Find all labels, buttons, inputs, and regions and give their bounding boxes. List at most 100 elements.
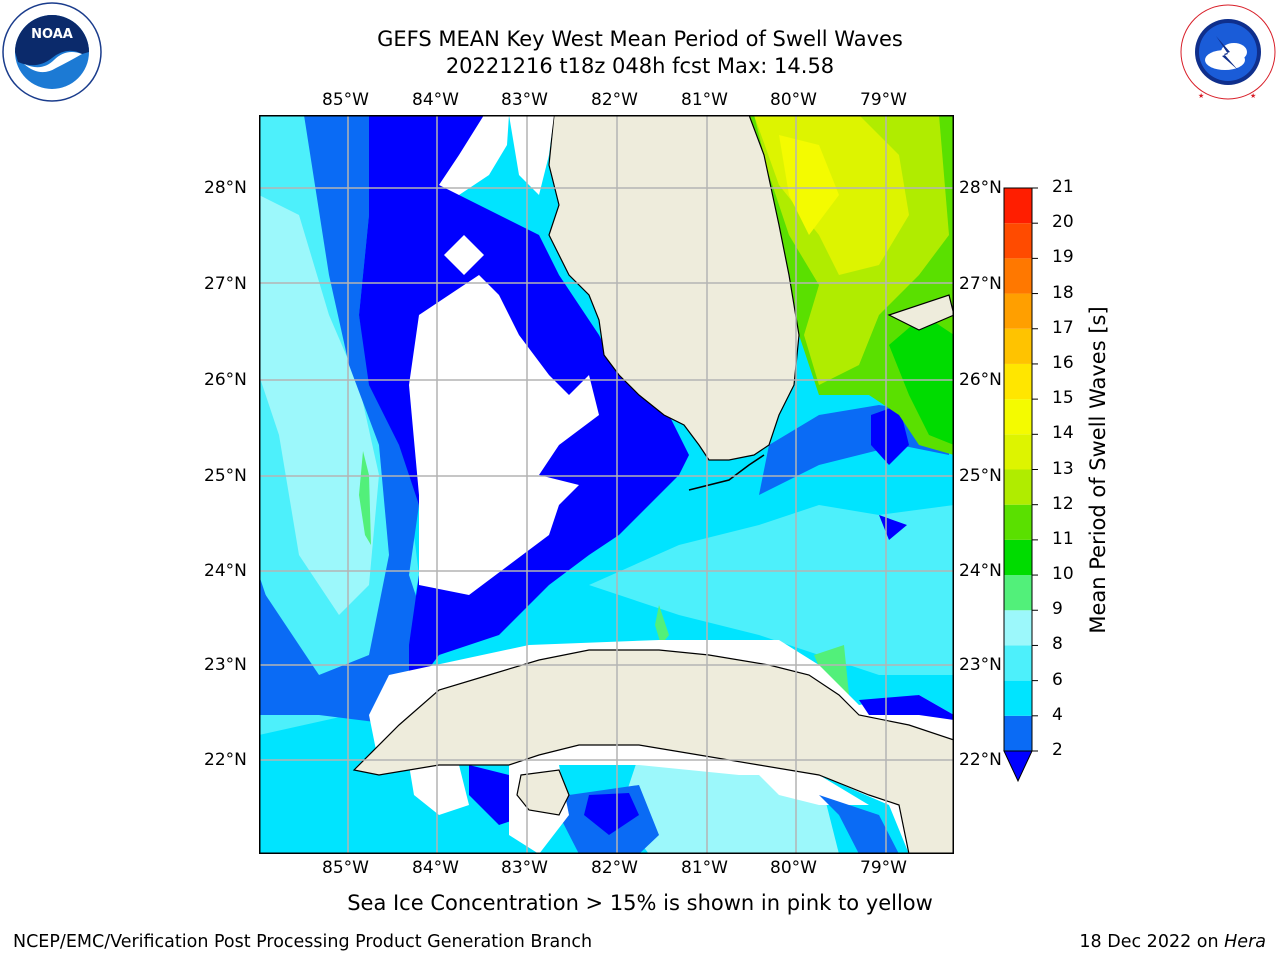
colorbar-tick-label: 9 — [1052, 599, 1063, 620]
colorbar-label: Mean Period of Swell Waves [s] — [1086, 306, 1110, 634]
lat-label-left: 23°N — [204, 655, 247, 675]
no-data-north — [439, 115, 509, 195]
lon-label-bottom: 79°W — [860, 858, 907, 878]
cuba-land — [352, 649, 954, 854]
no-data-center — [409, 275, 599, 595]
colorbar-bin — [1004, 645, 1032, 681]
noaa-logo-text: NOAA — [31, 27, 73, 42]
colorbar-bin — [1004, 328, 1032, 364]
lat-label-left: 24°N — [204, 561, 247, 581]
lon-label-top: 84°W — [412, 90, 459, 110]
lat-label-right: 23°N — [959, 655, 1002, 675]
colorbar-bin — [1004, 434, 1032, 470]
colorbar-tick-label: 12 — [1052, 493, 1074, 514]
south-deep — [584, 793, 639, 835]
lon-label-bottom: 81°W — [681, 858, 728, 878]
lon-label-top: 79°W — [860, 90, 907, 110]
lat-label-right: 27°N — [959, 274, 1002, 294]
colorbar-bin — [1004, 610, 1032, 646]
footer-date: 18 Dec 2022 on Hera — [1079, 932, 1266, 952]
noaa-logo: NOAA — [2, 2, 102, 102]
lon-label-bottom: 83°W — [501, 858, 548, 878]
lon-label-bottom: 85°W — [322, 858, 369, 878]
svg-text:★: ★ — [1198, 92, 1204, 100]
isla-juventud — [516, 769, 570, 816]
colorbar-tick-label: 18 — [1052, 282, 1074, 303]
lat-label-left: 25°N — [204, 466, 247, 486]
footer-branch: NCEP/EMC/Verification Post Processing Pr… — [13, 932, 593, 952]
colorbar-tick-label: 14 — [1052, 423, 1074, 444]
colorbar-tick-label: 15 — [1052, 388, 1074, 409]
lat-label-left: 26°N — [204, 370, 247, 390]
lat-label-left: 22°N — [204, 750, 247, 770]
cuba-blue-fringe — [859, 695, 954, 720]
colorbar-bin — [1004, 715, 1032, 751]
lon-label-bottom: 82°W — [591, 858, 638, 878]
atlantic-yellow-core — [779, 135, 839, 235]
lat-label-left: 28°N — [204, 178, 247, 198]
colorbar-tick-label: 2 — [1052, 740, 1063, 760]
colorbar-tick-label: 16 — [1052, 352, 1074, 373]
colorbar-bin — [1004, 258, 1032, 294]
lat-label-right: 26°N — [959, 370, 1002, 390]
colorbar-bin — [1004, 188, 1032, 224]
colorbar-bin — [1004, 399, 1032, 435]
colorbar-bin — [1004, 539, 1032, 576]
colorbar-bin — [1004, 469, 1032, 505]
lat-label-right: 22°N — [959, 750, 1002, 770]
map-frame — [259, 115, 954, 854]
colorbar — [1003, 187, 1038, 783]
lat-label-right: 24°N — [959, 561, 1002, 581]
green-spot-straits — [655, 605, 669, 645]
deep-patch-east — [871, 405, 909, 465]
colorbar-bin — [1004, 293, 1032, 329]
south-white3 — [759, 775, 869, 805]
lon-label-top: 85°W — [322, 90, 369, 110]
colorbar-bin — [1004, 223, 1032, 259]
colorbar-tick-label: 10 — [1052, 564, 1074, 585]
lon-label-top: 80°W — [770, 90, 817, 110]
colorbar-ticks: 21 20 19 18 17 16 15 14 13 12 11 10 9 8 6 4 2 — [1052, 0, 1092, 960]
florida-land — [548, 115, 800, 461]
green-spot-cuba — [814, 645, 849, 695]
colorbar-bin — [1004, 504, 1032, 540]
colorbar-tick-label: 13 — [1052, 458, 1074, 479]
colorbar-extend-under — [1003, 750, 1033, 783]
colorbar-tick-label: 20 — [1052, 212, 1074, 233]
south-east-blue — [819, 795, 899, 854]
swell-period-map — [259, 115, 954, 854]
colorbar-tick-label: 8 — [1052, 634, 1063, 655]
svg-text:★: ★ — [1250, 92, 1256, 100]
lon-label-top: 82°W — [591, 90, 638, 110]
no-data-diamond — [444, 235, 484, 275]
keys-coast — [688, 454, 765, 491]
colorbar-tick-label: 4 — [1052, 704, 1063, 725]
colorbar-tick-label: 17 — [1052, 317, 1074, 338]
florida-panhandle — [509, 115, 554, 195]
lat-label-right: 28°N — [959, 178, 1002, 198]
lon-label-top: 83°W — [501, 90, 548, 110]
palest-band-west — [259, 195, 379, 615]
footer-date-text: 18 Dec 2022 on — [1079, 932, 1225, 952]
gridlines — [259, 115, 954, 854]
colorbar-bin — [1004, 363, 1032, 400]
blue-edge-south — [259, 585, 399, 725]
lat-label-left: 27°N — [204, 274, 247, 294]
nws-logo: ★ ★ — [1178, 2, 1278, 102]
straits-light — [589, 505, 954, 675]
lon-label-bottom: 84°W — [412, 858, 459, 878]
colorbar-tick-label: 21 — [1052, 177, 1074, 197]
sea-ice-note: Sea Ice Concentration > 15% is shown in … — [347, 891, 933, 915]
lon-label-top: 81°W — [681, 90, 728, 110]
lon-label-bottom: 80°W — [770, 858, 817, 878]
green-spot-west — [359, 451, 371, 545]
chart-subtitle: 20221216 t18z 048h fcst Max: 14.58 — [445, 54, 835, 78]
colorbar-bin — [1004, 575, 1032, 611]
lat-label-right: 25°N — [959, 466, 1002, 486]
south-white2 — [409, 765, 469, 815]
colorbar-tick-label: 6 — [1052, 669, 1063, 690]
chart-title: GEFS MEAN Key West Mean Period of Swell … — [377, 27, 903, 51]
colorbar-tick-label: 19 — [1052, 247, 1074, 268]
colorbar-bin — [1004, 680, 1032, 716]
footer-machine: Hera — [1224, 932, 1266, 952]
